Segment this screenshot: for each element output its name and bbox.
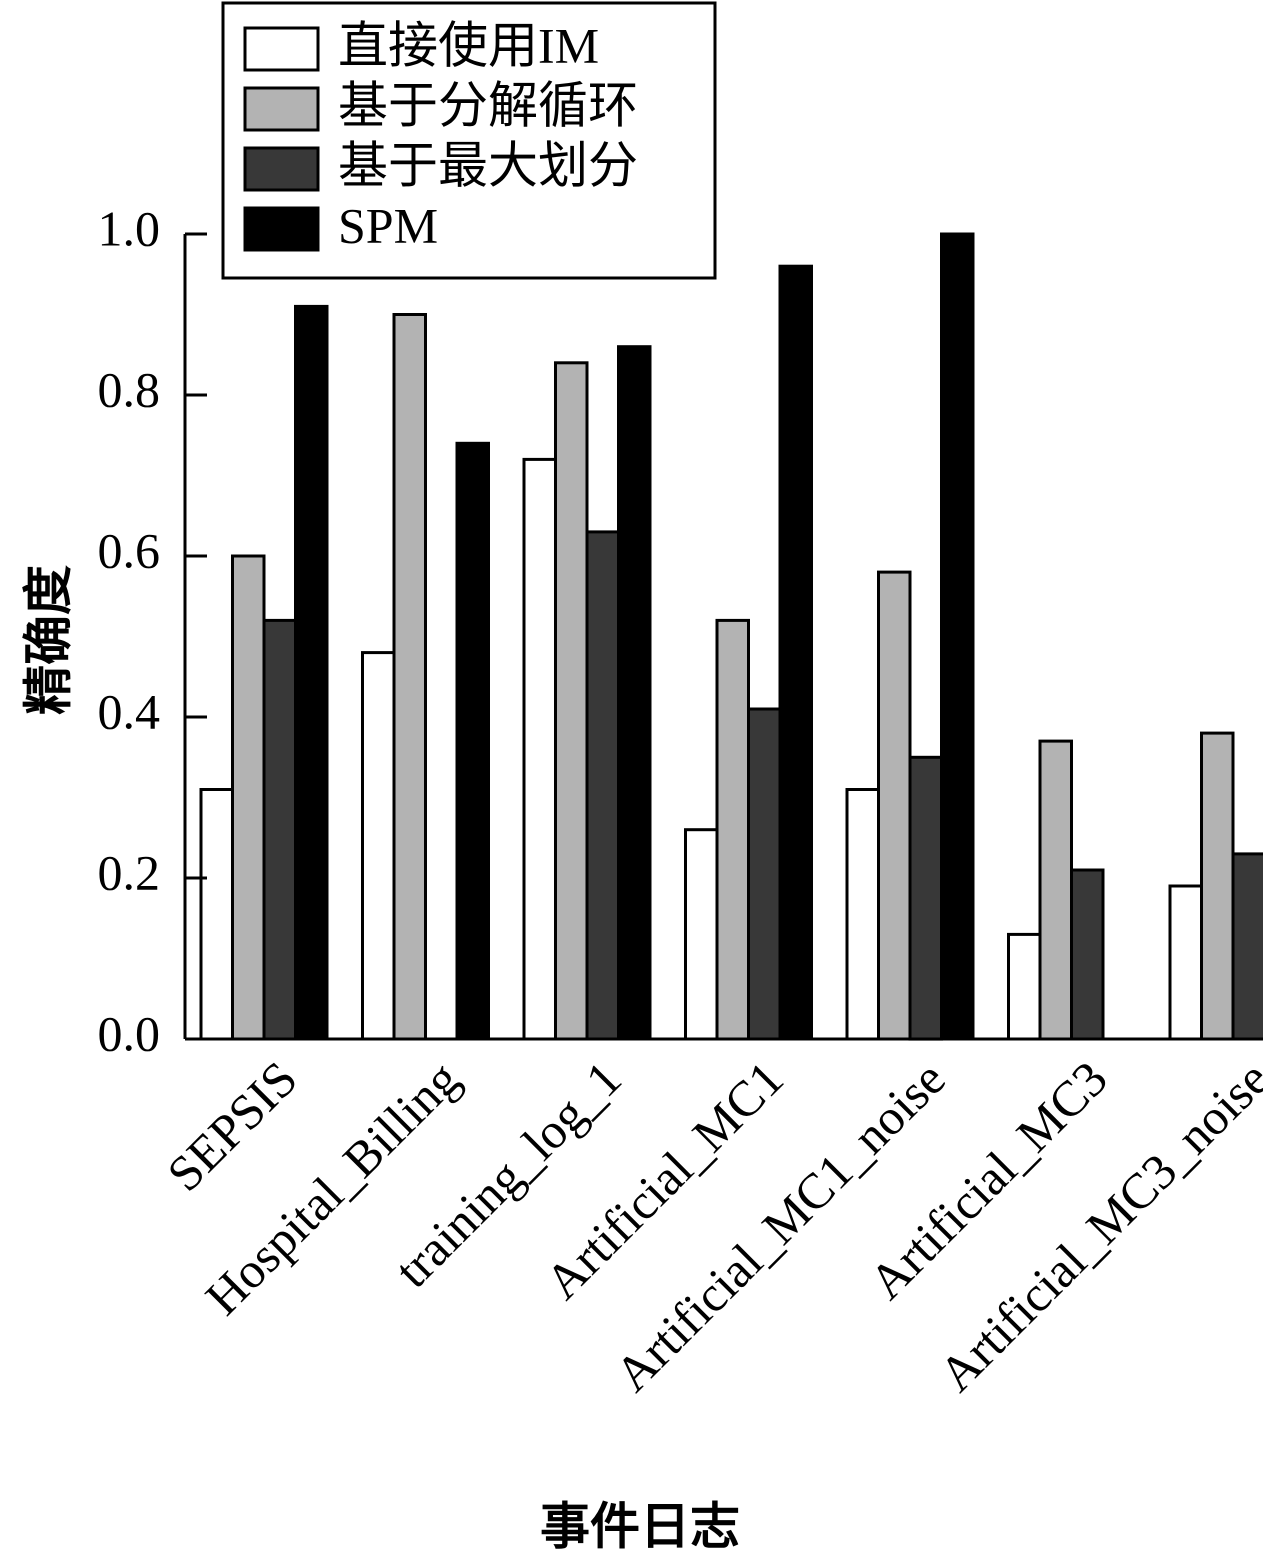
- bar: [522, 457, 557, 1041]
- bar: [585, 530, 620, 1041]
- legend-label: 直接使用IM: [338, 17, 599, 73]
- bar: [908, 755, 943, 1041]
- bar: [877, 570, 912, 1041]
- bar: [715, 618, 750, 1041]
- bar: [455, 441, 490, 1041]
- y-tick-label: 0.6: [98, 522, 161, 578]
- bar: [361, 651, 396, 1041]
- legend-label: 基于分解循环: [338, 77, 638, 133]
- bar: [262, 618, 297, 1041]
- x-axis-title: 事件日志: [540, 1498, 740, 1556]
- bar: [940, 232, 975, 1041]
- legend-swatch: [243, 206, 320, 252]
- bars-layer: [199, 232, 1263, 1041]
- y-tick-label: 0.4: [98, 683, 161, 739]
- y-tick-label: 0.8: [98, 361, 161, 417]
- y-tick-label: 0.2: [98, 844, 161, 900]
- x-categories-layer: SEPSISHospital_Billingtraining_log_1Arti…: [156, 1050, 1263, 1402]
- legend-label: 基于最大划分: [338, 137, 638, 193]
- y-ticks-layer: 0.0 0.2 0.4 0.6 0.8 1.0: [98, 200, 207, 1061]
- bar: [747, 707, 782, 1041]
- bar: [617, 345, 652, 1041]
- bar: [684, 828, 719, 1041]
- legend-label: SPM: [338, 197, 438, 253]
- legend-swatch: [243, 86, 320, 132]
- bar: [1038, 739, 1073, 1041]
- x-category-label: SEPSIS: [156, 1050, 308, 1202]
- bar: [778, 264, 813, 1041]
- bar: [1168, 884, 1203, 1041]
- y-tick-label: 0.0: [98, 1005, 161, 1061]
- y-tick-label: 1.0: [98, 200, 161, 256]
- legend-swatch: [243, 146, 320, 192]
- bar: [845, 788, 880, 1041]
- legend-swatch: [243, 26, 320, 72]
- axes-layer: [183, 234, 1247, 1041]
- bar: [199, 788, 234, 1041]
- bar: [392, 313, 427, 1041]
- y-axis-title: 精确度: [20, 565, 78, 715]
- bar: [1070, 868, 1105, 1041]
- bar: [1231, 852, 1263, 1041]
- bar: [554, 361, 589, 1041]
- bar: [294, 304, 329, 1041]
- bar: [1200, 731, 1235, 1041]
- bar: [1007, 932, 1042, 1041]
- bar: [231, 554, 266, 1041]
